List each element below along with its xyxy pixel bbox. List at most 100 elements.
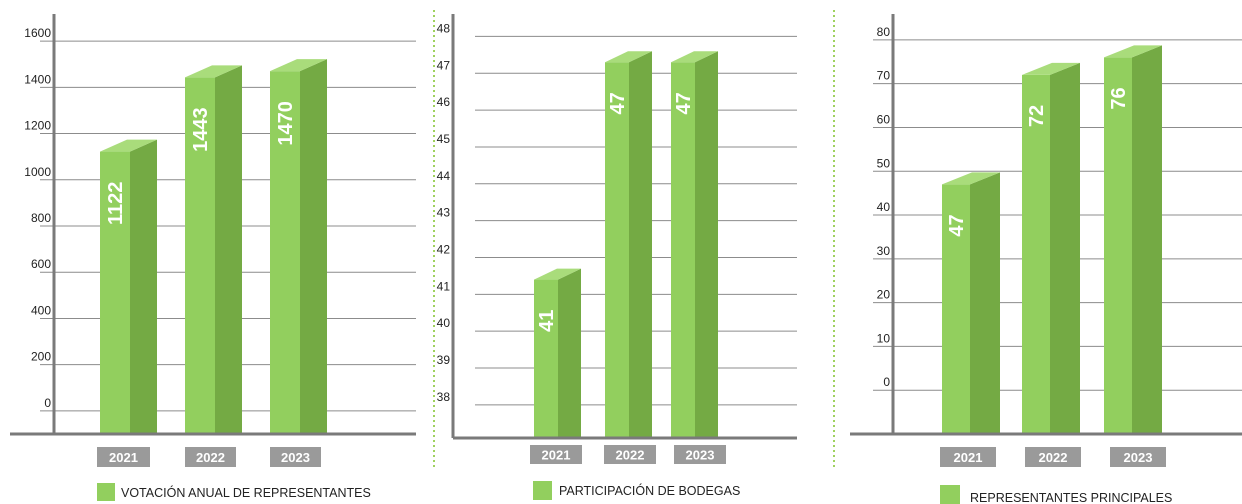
y-tick-label: 30 [877, 244, 891, 258]
y-tick-label: 39 [437, 353, 451, 367]
bar-front [270, 71, 300, 435]
bar-side [970, 172, 1000, 434]
bar-side [629, 51, 652, 439]
y-tick-label: 1400 [24, 72, 51, 86]
y-tick-label: 80 [877, 25, 891, 39]
bar-value-label: 47 [673, 92, 695, 114]
category-box [270, 447, 321, 467]
y-tick-label: 42 [437, 242, 451, 256]
bar: 1122 [100, 139, 157, 435]
bar-value-label: 1470 [275, 101, 297, 145]
bar-value-label: 1122 [105, 182, 127, 225]
bar: 47 [605, 51, 652, 439]
y-tick-label: 1600 [24, 26, 51, 40]
y-tick-label: 44 [437, 169, 451, 183]
category-label: 2023 [281, 450, 310, 465]
bar-front [605, 62, 629, 439]
y-tick-label: 60 [877, 112, 891, 126]
y-tick-label: 40 [437, 316, 451, 330]
category-box [604, 445, 656, 464]
category-box [185, 447, 236, 467]
bar-value-label: 1443 [190, 107, 212, 152]
legend-swatch [533, 481, 552, 500]
bar: 72 [1022, 62, 1080, 434]
bar-top [534, 268, 581, 280]
category-box [940, 447, 996, 467]
bar-front [942, 184, 970, 434]
category-label: 2022 [1039, 450, 1068, 465]
legend-swatch [940, 485, 960, 504]
category-label: 2021 [542, 448, 571, 463]
bar-front [534, 279, 558, 438]
bar-side [695, 51, 718, 439]
y-tick-label: 43 [437, 206, 451, 220]
bar-front [185, 77, 215, 434]
chart-participacion: 38 39 40 41 42 43 44 45 46 47 48 41 47 47 2021 2022 2023… [437, 14, 797, 500]
y-tick-label: 0 [883, 375, 890, 389]
bar-top [942, 172, 1000, 185]
y-tick-label: 48 [437, 21, 451, 35]
legend-swatch [97, 483, 115, 501]
bar-top [1022, 62, 1080, 75]
bar-side [1132, 45, 1162, 435]
bar-top [100, 139, 157, 152]
y-tick-label: 800 [31, 211, 51, 225]
y-tick-label: 600 [31, 257, 51, 271]
y-tick-label: 45 [437, 132, 451, 146]
y-tick-label: 400 [31, 303, 51, 317]
legend-label: REPRESENTANTES PRINCIPALES [970, 491, 1172, 504]
category-label: 2023 [1124, 450, 1153, 465]
category-label: 2023 [686, 448, 715, 463]
bar: 41 [534, 268, 581, 438]
bar: 76 [1104, 45, 1162, 435]
y-tick-label: 40 [877, 200, 891, 214]
bar-side [558, 268, 581, 438]
bar-top [270, 59, 327, 72]
bar: 47 [942, 172, 1000, 434]
bar-front [1022, 74, 1050, 434]
category-label: 2021 [954, 450, 983, 465]
bar: 1470 [270, 59, 327, 435]
bar-front [100, 151, 130, 435]
y-tick-label: 50 [877, 156, 891, 170]
category-box [97, 447, 150, 467]
chart-representantes: 0 10 20 30 40 50 60 70 80 47 72 76 2021 2022 2023 REPRE… [850, 14, 1242, 504]
legend-label: PARTICIPACIÓN DE BODEGAS [559, 483, 740, 498]
bar-value-label: 41 [536, 310, 558, 332]
y-tick-label: 46 [437, 95, 451, 109]
y-tick-label: 38 [437, 390, 451, 404]
bar-value-label: 47 [607, 92, 629, 114]
bar-front [671, 62, 695, 439]
bar-side [130, 139, 157, 435]
bar-side [1050, 62, 1080, 434]
category-label: 2022 [616, 448, 645, 463]
bar-side [300, 59, 327, 435]
y-tick-label: 20 [877, 288, 891, 302]
category-box [530, 445, 582, 464]
bar-value-label: 47 [946, 214, 968, 236]
bar-value-label: 76 [1108, 87, 1130, 109]
legend-label: VOTACIÓN ANUAL DE REPRESENTANTES [121, 485, 371, 500]
bar: 47 [671, 51, 718, 439]
bar-top [185, 65, 242, 78]
y-tick-label: 41 [437, 279, 451, 293]
y-tick-label: 10 [877, 331, 891, 345]
y-tick-label: 1000 [24, 165, 51, 179]
bar-side [215, 65, 242, 434]
category-box [1110, 447, 1166, 467]
bar-top [605, 51, 652, 63]
y-tick-label: 0 [44, 396, 51, 410]
category-label: 2021 [109, 450, 138, 465]
bar-value-label: 72 [1026, 105, 1048, 127]
bar: 1443 [185, 65, 242, 434]
bar-top [671, 51, 718, 63]
y-tick-label: 47 [437, 58, 451, 72]
category-box [1025, 447, 1081, 467]
y-tick-label: 200 [31, 350, 51, 364]
category-label: 2022 [196, 450, 225, 465]
bar-front [1104, 57, 1132, 435]
category-box [674, 445, 726, 464]
bar-top [1104, 45, 1162, 58]
y-tick-label: 1200 [24, 119, 51, 133]
